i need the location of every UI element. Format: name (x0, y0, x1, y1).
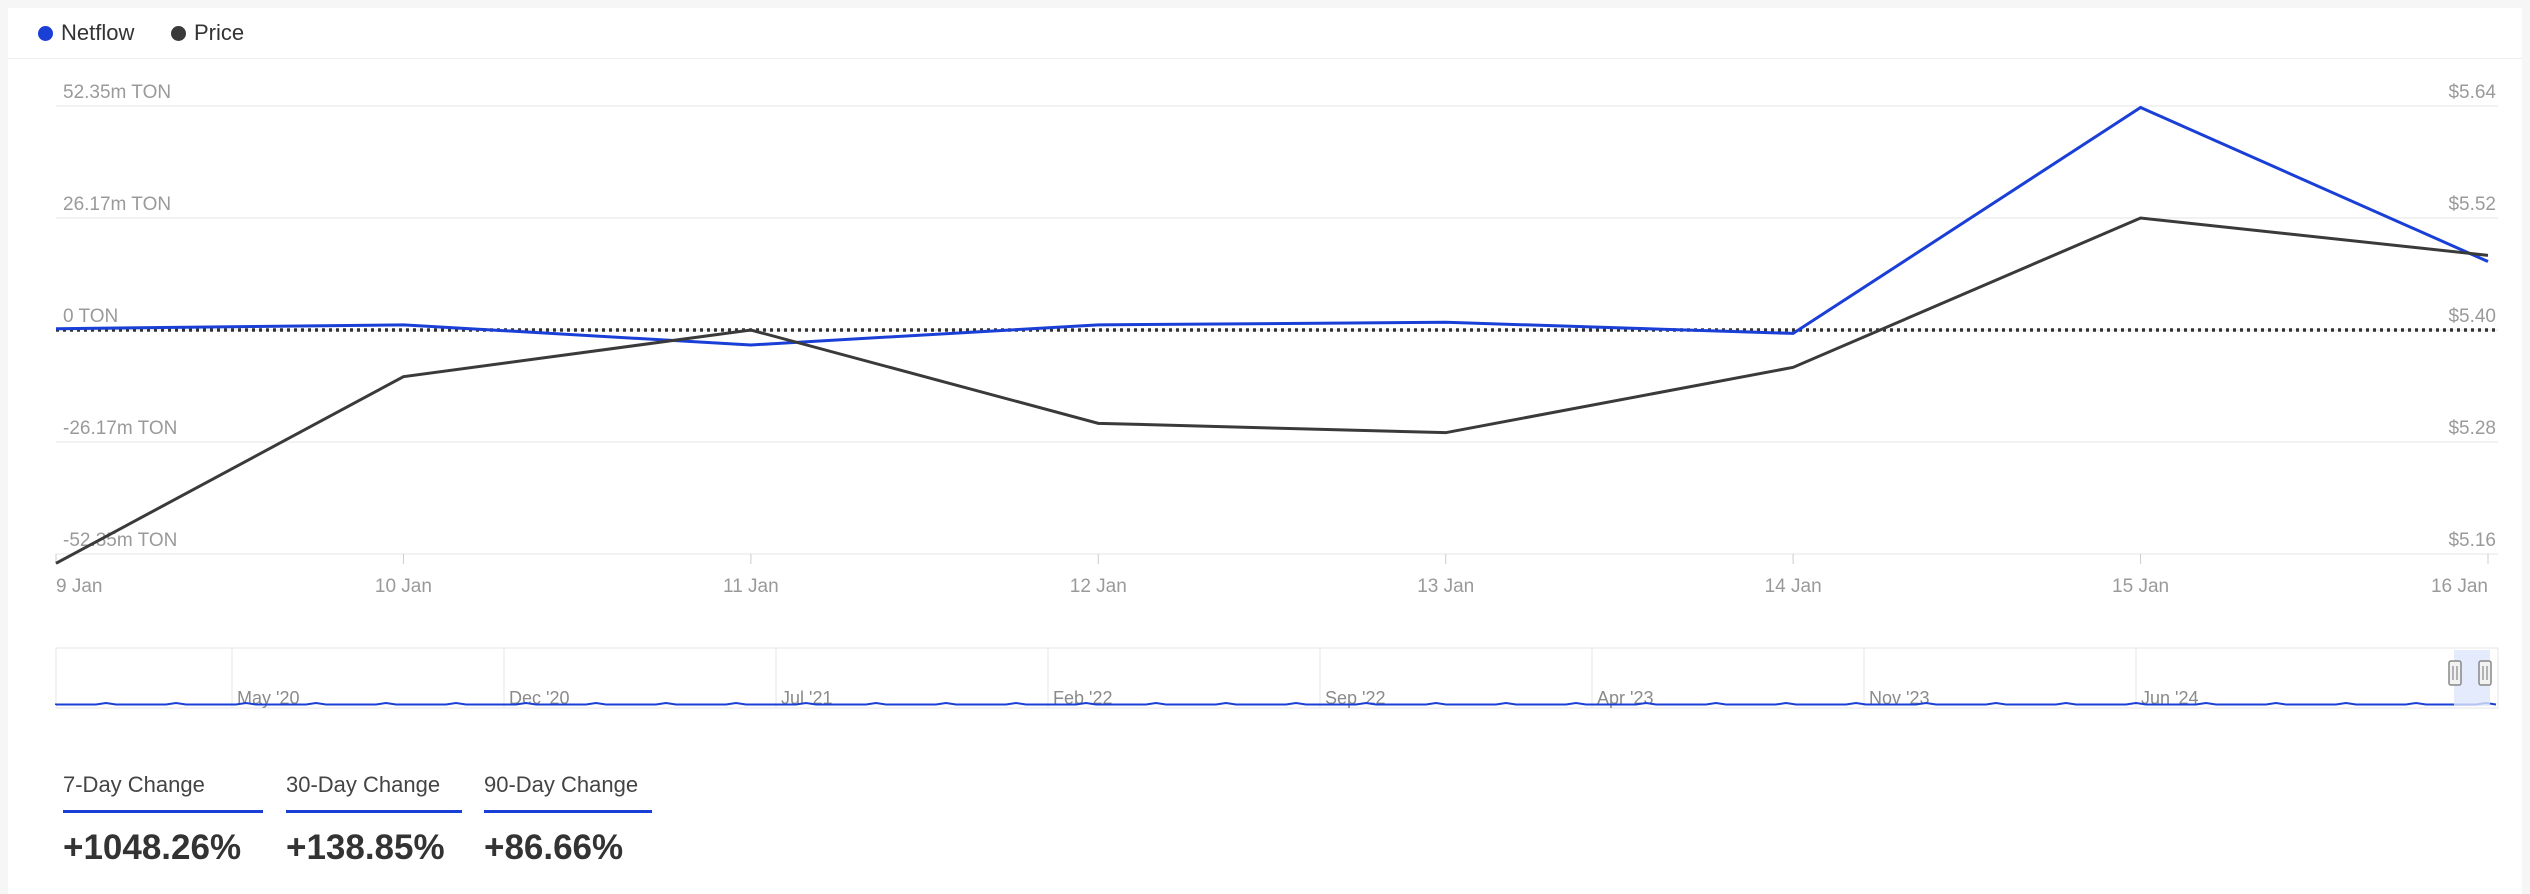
x-tick-label: 16 Jan (2431, 576, 2488, 597)
left-tick-label: -52.35m TON (63, 530, 177, 551)
stat-value: +86.66% (484, 828, 624, 867)
x-tick-label: 11 Jan (723, 576, 779, 597)
stat-value: +1048.26% (63, 828, 242, 867)
right-tick-label: $5.52 (2448, 194, 2496, 215)
left-axis-ticks: 52.35m TON 26.17m TON 0 TON -26.17m TON -52.… (63, 82, 177, 551)
x-axis-ticks: 9 Jan 10 Jan 11 Jan 12 Jan 13 Jan 14 Jan 15 Ja… (55, 554, 2489, 597)
x-tick-label: 9 Jan (56, 576, 102, 597)
navigator-label: Jun '24 (2141, 688, 2198, 708)
right-tick-label: $5.28 (2448, 418, 2496, 439)
x-tick-label: 10 Jan (375, 576, 432, 597)
stat-underline (484, 810, 652, 813)
chart-legend: Netflow Price (8, 8, 2522, 59)
navigator-label: Jul '21 (781, 688, 832, 708)
stat-value: +138.85% (286, 828, 445, 867)
stat-underline (63, 810, 263, 813)
x-tick-label: 12 Jan (1070, 576, 1127, 597)
right-tick-label: $5.40 (2448, 306, 2496, 327)
navigator-handle-icon (2478, 660, 2492, 686)
x-tick-label: 15 Jan (2112, 576, 2169, 597)
chart-card: Netflow Price 52.35m TON 26.17m TON 0 TON -… (8, 8, 2522, 894)
right-axis-ticks: $5.64 $5.52 $5.40 $5.28 $5.16 (2448, 82, 2496, 551)
price-dot-icon (171, 25, 186, 41)
legend-label-price: Price (194, 20, 245, 45)
stat-underline (286, 810, 462, 813)
right-tick-label: $5.16 (2448, 530, 2496, 551)
series-line-netflow (55, 105, 2489, 347)
navigator-label: Feb '22 (1053, 688, 1112, 708)
x-tick-label: 14 Jan (1765, 576, 1822, 597)
x-tick-label: 13 Jan (1417, 576, 1474, 597)
legend-item-price[interactable]: Price (171, 18, 244, 48)
series-lines (55, 105, 2489, 565)
left-tick-label: 0 TON (63, 306, 118, 327)
range-navigator[interactable]: May '20 Dec '20 Jul '21 Feb '22 Sep '22 Apr '… (55, 647, 2499, 709)
left-tick-label: -26.17m TON (63, 418, 177, 439)
navigator-frame (55, 647, 2499, 709)
stat-label: 30-Day Change (286, 772, 441, 797)
legend-label-netflow: Netflow (61, 20, 135, 45)
series-line-price (55, 216, 2489, 565)
netflow-dot-icon (38, 25, 53, 41)
left-tick-label: 52.35m TON (63, 82, 171, 103)
netflow-price-chart: 52.35m TON 26.17m TON 0 TON -26.17m TON -52.… (55, 82, 2499, 709)
legend-item-netflow[interactable]: Netflow (38, 18, 134, 48)
stat-label: 90-Day Change (484, 772, 639, 797)
right-tick-label: $5.64 (2448, 82, 2496, 103)
navigator-handle-icon (2448, 660, 2462, 686)
stat-label: 7-Day Change (63, 772, 205, 797)
left-tick-label: 26.17m TON (63, 194, 171, 215)
navigator-sparkline (55, 701, 2497, 706)
navigator-label: Nov '23 (1869, 688, 1929, 708)
